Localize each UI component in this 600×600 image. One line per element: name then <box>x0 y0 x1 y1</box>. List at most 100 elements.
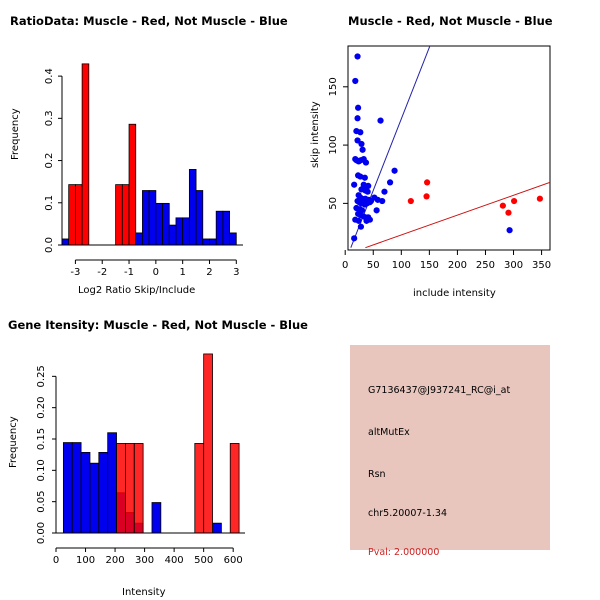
histogram-bar <box>195 190 204 246</box>
scatter-point <box>364 188 371 195</box>
gene-histogram-title: Gene Itensity: Muscle - Red, Not Muscle … <box>8 318 308 332</box>
histogram-bar <box>128 123 137 246</box>
gene-info-panel: G7136437@J937241_RC@i_at altMutEx Rsn chr5.… <box>300 300 600 600</box>
histogram-bar-blue <box>62 442 73 534</box>
scatter-point <box>357 129 364 136</box>
scatter-point <box>358 140 365 148</box>
y-tick-label: 0.10 <box>36 459 47 481</box>
scatter-point <box>366 216 373 223</box>
scatter-point <box>357 223 365 230</box>
scatter-point <box>381 188 388 195</box>
histogram-bar <box>229 232 237 246</box>
y-tick-label: 0.20 <box>36 397 47 419</box>
scatter-point <box>424 179 431 186</box>
scatter-point <box>354 53 361 60</box>
scatter-point <box>351 181 358 188</box>
x-tick-label: 250 <box>476 260 495 271</box>
scatter-title: Muscle - Red, Not Muscle - Blue <box>348 14 553 28</box>
histogram-bar <box>162 202 170 246</box>
intensity-scatter-panel: Muscle - Red, Not Muscle - Blue skip int… <box>300 0 600 300</box>
histogram-bar <box>155 202 163 246</box>
scatter-point <box>506 227 513 234</box>
histogram-bar <box>215 210 224 246</box>
histogram-bar <box>222 210 230 246</box>
x-tick-label: 50 <box>367 260 380 271</box>
histogram-bar <box>209 238 217 246</box>
gene-histogram-ylabel: Frequency <box>8 416 19 468</box>
scatter-point <box>351 235 358 242</box>
x-tick-label: 0 <box>342 260 348 271</box>
histogram-bar-red <box>125 443 135 534</box>
y-tick-label: 150 <box>328 77 339 96</box>
x-tick-label: 300 <box>504 260 523 271</box>
y-tick-label: 0.00 <box>36 522 47 544</box>
x-tick-label: 350 <box>532 260 551 271</box>
scatter-point <box>379 197 386 205</box>
plot-content <box>350 46 550 249</box>
histogram-bar <box>81 63 90 246</box>
histogram-bar <box>135 232 143 246</box>
y-tick-label: 50 <box>328 197 339 210</box>
histogram-bar <box>142 190 150 246</box>
scatter-point <box>377 117 384 124</box>
info-text-line: Rsn <box>368 469 386 480</box>
gene-histogram-xlabel: Intensity <box>122 587 166 598</box>
info-text-line: G7136437@J937241_RC@i_at <box>368 385 511 396</box>
ratio-histogram-xlabel: Log2 Ratio Skip/Include <box>78 285 196 296</box>
plot-frame <box>347 45 551 251</box>
histogram-bar <box>121 184 130 246</box>
scatter-point <box>365 182 372 189</box>
histogram-bar-blue <box>151 502 162 534</box>
scatter-point <box>359 146 366 153</box>
histogram-bar-red <box>116 443 126 534</box>
x-tick-label: 3 <box>233 267 239 278</box>
histogram-bar-blue <box>98 452 109 534</box>
histogram-bar-red <box>229 443 240 534</box>
scatter-point <box>361 174 368 181</box>
x-tick-label: 100 <box>76 555 95 566</box>
scatter-point <box>355 104 362 111</box>
ratio-histogram-panel: RatioData: Muscle - Red, Not Muscle - Bl… <box>0 0 300 300</box>
histogram-bar <box>75 184 83 246</box>
scatter-canvas: 50 100 150 0 50 100 150 200 250 300 350 <box>328 45 551 271</box>
scatter-point <box>536 195 543 202</box>
histogram-bar <box>168 224 177 246</box>
scatter-point <box>423 193 430 200</box>
pval-text: Pval: 2.000000 <box>368 547 440 558</box>
scatter-point <box>352 77 359 85</box>
reference-line <box>350 46 431 248</box>
ratio-histogram-title: RatioData: Muscle - Red, Not Muscle - Bl… <box>10 14 288 28</box>
histogram-bar <box>188 169 197 246</box>
y-tick-label: 0.4 <box>44 68 55 84</box>
scatter-point <box>510 197 518 205</box>
scatter-point <box>362 159 370 166</box>
y-tick-label: 0.05 <box>36 491 47 513</box>
gene-histogram-canvas: 0.00 0.05 0.10 0.15 0.20 0.25 0 100 200 300 400 500… <box>36 353 245 566</box>
y-tick-label: 100 <box>328 136 339 155</box>
scatter-point <box>354 115 361 122</box>
x-tick-label: -2 <box>97 267 107 278</box>
x-tick-label: 1 <box>179 267 185 278</box>
x-tick-label: 150 <box>420 260 439 271</box>
histogram-bar-blue <box>71 442 82 534</box>
x-tick-label: 200 <box>106 555 125 566</box>
info-text-line: altMutEx <box>368 427 410 438</box>
histogram-bar-blue <box>80 452 91 534</box>
scatter-ylabel: skip intensity <box>310 101 321 168</box>
x-tick-label: 400 <box>165 555 184 566</box>
x-tick-label: -3 <box>70 267 80 278</box>
histogram-bar <box>202 238 210 246</box>
histogram-bar-blue <box>89 462 100 534</box>
x-tick-label: 100 <box>392 260 411 271</box>
ratio-histogram-canvas: 0.0 0.1 0.2 0.3 0.4 -3 -2 -1 0 1 2 3 <box>44 63 243 278</box>
x-tick-label: -1 <box>124 267 134 278</box>
reference-line <box>365 181 550 249</box>
histogram-bar <box>61 238 70 246</box>
y-tick-label: 0.15 <box>36 428 47 450</box>
histogram-bar <box>68 184 76 246</box>
scatter-point <box>386 179 394 186</box>
x-tick-label: 0 <box>53 555 59 566</box>
y-tick-label: 0.1 <box>44 195 55 211</box>
histogram-bar <box>182 217 190 246</box>
